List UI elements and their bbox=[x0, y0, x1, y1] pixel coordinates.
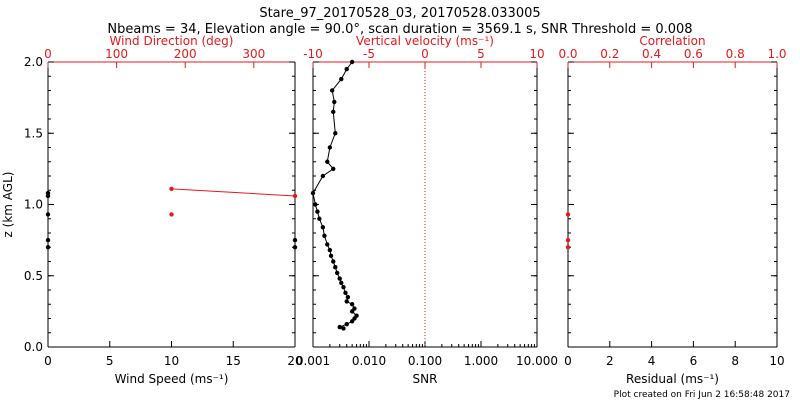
data-point bbox=[325, 242, 330, 247]
x-top-axis-label: Correlation bbox=[639, 34, 705, 48]
data-point bbox=[310, 190, 316, 196]
x-bottom-tick-label: 0.001 bbox=[296, 354, 330, 368]
data-point bbox=[337, 324, 342, 330]
data-point bbox=[328, 253, 334, 258]
y-tick-label: 2.0 bbox=[24, 55, 43, 69]
data-point bbox=[333, 265, 338, 270]
y-tick-label: 0.0 bbox=[24, 340, 43, 354]
data-point bbox=[169, 212, 174, 217]
x-bottom-tick-label: 0 bbox=[44, 354, 52, 368]
x-bottom-tick-label: 10 bbox=[164, 354, 179, 368]
data-point bbox=[169, 186, 174, 192]
data-point bbox=[344, 299, 349, 304]
data-point bbox=[331, 259, 336, 264]
data-point bbox=[565, 245, 571, 250]
x-bottom-tick-label: 0.100 bbox=[408, 354, 442, 368]
data-point bbox=[45, 212, 51, 217]
x-top-tick-label: -10 bbox=[303, 47, 323, 61]
x-bottom-tick-label: 8 bbox=[731, 354, 739, 368]
x-top-tick-label: 1.0 bbox=[767, 47, 786, 61]
x-top-tick-label: 0.8 bbox=[726, 47, 745, 61]
data-point bbox=[292, 245, 298, 250]
data-point bbox=[327, 145, 333, 150]
figure-subtitle: Nbeams = 34, Elevation angle = 90.0°, sc… bbox=[107, 22, 692, 37]
panel-wind: 0.0 0.5 1.0 1.5 2.0 z (km AGL) 0 5 10 15 20 Wind Sp… bbox=[1, 34, 303, 386]
data-point bbox=[341, 284, 346, 290]
x-top-tick-label: 0 bbox=[421, 47, 429, 61]
x-bottom-tick-label: 0 bbox=[564, 354, 572, 368]
x-top-tick-label: 0.0 bbox=[558, 47, 577, 61]
x-top-tick-label: 200 bbox=[174, 47, 197, 61]
data-point bbox=[325, 159, 330, 164]
data-point bbox=[45, 193, 51, 199]
x-bottom-tick-label: 5 bbox=[106, 354, 114, 368]
panel-vertical_velocity: 0.001 0.010 0.100 1.000 10.000 SNR -10 -5 0 5 10 Ve… bbox=[296, 34, 558, 386]
panel-correlation: 0 2 4 6 8 10 Residual (ms⁻¹) 0.0 0.2 0.4 0.6 0.8 1.0… bbox=[558, 34, 786, 386]
data-point bbox=[339, 76, 344, 82]
y-tick-label: 1.5 bbox=[24, 126, 43, 140]
y-tick-label: 1.0 bbox=[24, 198, 43, 212]
x-top-axis-label: Vertical velocity (ms⁻¹) bbox=[356, 34, 494, 48]
data-point bbox=[331, 109, 336, 115]
data-point bbox=[322, 233, 327, 239]
x-bottom-tick-label: 2 bbox=[606, 354, 614, 368]
x-top-tick-label: 300 bbox=[242, 47, 265, 61]
data-point bbox=[565, 237, 571, 243]
x-bottom-tick-label: 10.000 bbox=[516, 354, 558, 368]
data-point bbox=[345, 294, 351, 300]
data-point bbox=[354, 313, 359, 318]
x-top-tick-label: 0.2 bbox=[600, 47, 619, 61]
x-bottom-tick-label: 4 bbox=[648, 354, 656, 368]
x-bottom-axis-label: Wind Speed (ms⁻¹) bbox=[115, 372, 229, 386]
data-point bbox=[332, 99, 337, 105]
data-point bbox=[333, 131, 338, 136]
data-point bbox=[45, 245, 51, 250]
data-point bbox=[334, 270, 340, 276]
x-bottom-axis-label: Residual (ms⁻¹) bbox=[626, 372, 719, 386]
data-point bbox=[341, 326, 346, 331]
data-point bbox=[349, 302, 355, 307]
data-point bbox=[349, 59, 355, 65]
y-axis-label: z (km AGL) bbox=[1, 172, 15, 238]
data-point bbox=[327, 247, 333, 253]
x-top-tick-label: -5 bbox=[363, 47, 375, 61]
data-point bbox=[352, 306, 357, 311]
x-bottom-tick-label: 15 bbox=[226, 354, 241, 368]
data-point bbox=[344, 66, 349, 72]
figure-title: Stare_97_20170528_03, 20170528.033005 bbox=[259, 6, 540, 21]
y-tick-label: 0.5 bbox=[24, 269, 43, 283]
data-point bbox=[315, 209, 320, 214]
x-bottom-axis-label: SNR bbox=[413, 372, 438, 386]
plot-created-footer: Plot created on Fri Jun 2 16:58:48 2017 bbox=[614, 390, 790, 400]
x-bottom-tick-label: 1.000 bbox=[464, 354, 498, 368]
x-top-tick-label: 0.4 bbox=[642, 47, 661, 61]
x-top-axis-label: Wind Direction (deg) bbox=[110, 34, 234, 48]
x-bottom-tick-label: 6 bbox=[690, 354, 698, 368]
data-point bbox=[292, 237, 298, 243]
data-point bbox=[339, 280, 344, 286]
data-point bbox=[45, 237, 51, 243]
data-point bbox=[292, 193, 298, 199]
x-top-tick-label: 5 bbox=[477, 47, 485, 61]
data-point bbox=[344, 322, 349, 327]
x-bottom-tick-label: 20 bbox=[287, 354, 302, 368]
data-point bbox=[317, 216, 322, 221]
data-point bbox=[565, 212, 571, 217]
data-point bbox=[313, 202, 318, 207]
data-point bbox=[320, 225, 326, 230]
data-point bbox=[329, 88, 335, 93]
x-bottom-tick-label: 10 bbox=[769, 354, 784, 368]
data-point bbox=[320, 173, 326, 179]
data-point bbox=[331, 166, 336, 172]
data-point bbox=[343, 290, 348, 296]
x-top-tick-label: 0.6 bbox=[684, 47, 703, 61]
x-top-tick-label: 0 bbox=[44, 47, 52, 61]
x-top-tick-label: 10 bbox=[529, 47, 544, 61]
series-line bbox=[171, 188, 296, 197]
x-bottom-tick-label: 0.010 bbox=[352, 354, 386, 368]
x-top-tick-label: 100 bbox=[105, 47, 128, 61]
data-point bbox=[337, 276, 342, 281]
